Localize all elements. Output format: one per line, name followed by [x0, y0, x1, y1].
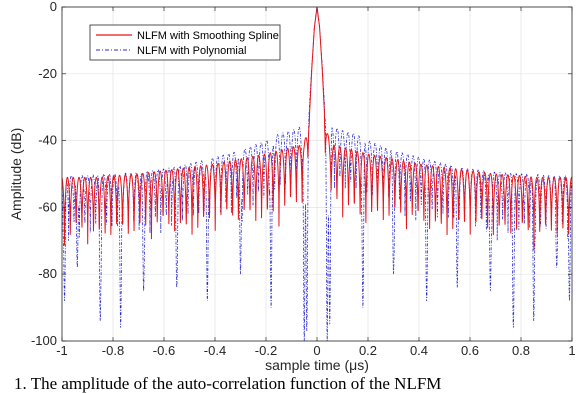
x-tick-label: 0.6 — [461, 343, 479, 358]
y-tick-label: -20 — [38, 66, 57, 81]
x-tick-label: 0.4 — [410, 343, 428, 358]
y-tick-label: -40 — [38, 133, 57, 148]
y-axis-label: Amplitude (dB) — [8, 128, 24, 221]
y-tick-label: -80 — [38, 266, 57, 281]
x-tick-label: -0.8 — [102, 343, 124, 358]
x-tick-label: 0.2 — [359, 343, 377, 358]
x-tick-label: 1 — [568, 343, 575, 358]
legend: NLFM with Smoothing Spline NLFM with Pol… — [89, 24, 281, 61]
x-tick-labels: -1 -0.8 -0.6 -0.4 -0.2 0 0.2 0.4 0.6 0.8 1 — [56, 343, 575, 358]
autocorrelation-chart: -1 -0.8 -0.6 -0.4 -0.2 0 0.2 0.4 0.6 0.8 1 0 -20 -40… — [8, 0, 576, 373]
x-tick-label: -0.2 — [255, 343, 277, 358]
legend-label-spline: NLFM with Smoothing Spline — [137, 30, 279, 42]
y-tick-label: -100 — [31, 333, 57, 348]
x-tick-label: -0.6 — [153, 343, 175, 358]
x-tick-label: 0 — [313, 343, 320, 358]
legend-box — [89, 24, 281, 61]
y-tick-labels: 0 -20 -40 -60 -80 -100 — [31, 0, 57, 348]
y-tick-label: 0 — [50, 0, 57, 14]
x-axis-label: sample time (μs) — [265, 357, 369, 373]
tick-marks — [61, 6, 573, 342]
x-tick-label: -1 — [56, 343, 68, 358]
figure-caption: 1. The amplitude of the auto-correlation… — [14, 374, 442, 393]
x-tick-label: -0.4 — [204, 343, 226, 358]
legend-label-polynomial: NLFM with Polynomial — [137, 45, 246, 57]
y-tick-label: -60 — [38, 199, 57, 214]
x-tick-label: 0.8 — [512, 343, 530, 358]
